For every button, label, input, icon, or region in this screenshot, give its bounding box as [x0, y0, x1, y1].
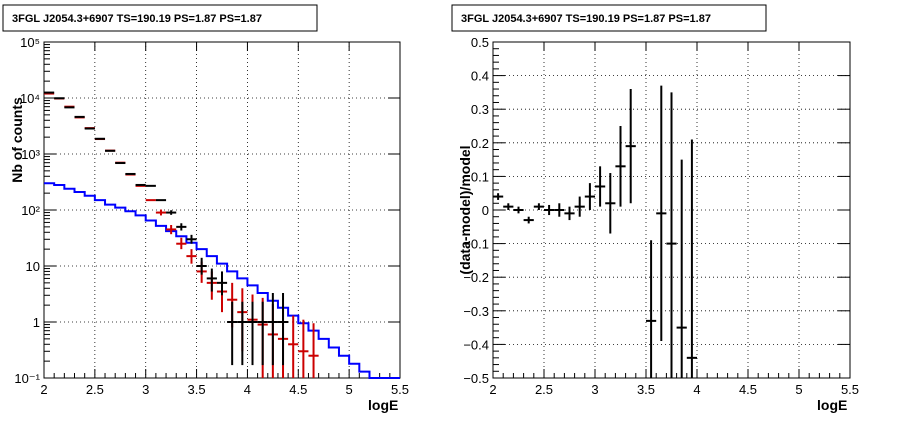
right-y-tick-label: 0.2 [471, 136, 489, 151]
left-y-tick-label: 10 [26, 259, 40, 274]
left-series [44, 91, 400, 379]
right-x-tick-label: 4 [693, 382, 700, 397]
left-x-tick-label: 2 [40, 382, 47, 397]
right-x-axis-title: logE [817, 397, 847, 413]
left-x-tick-label: 4 [244, 382, 251, 397]
left-title-box: 3FGL J2054.3+6907 TS=190.19 PS=1.87 PS=1… [2, 4, 318, 32]
right-x-tick-label: 2 [489, 382, 496, 397]
right-y-tick-label: 0.4 [471, 69, 489, 84]
right-y-tick-label: −0.2 [463, 270, 489, 285]
left-panel: 3FGL J2054.3+6907 TS=190.19 PS=1.87 PS=1… [2, 4, 409, 413]
right-y-tick-label: −0.3 [463, 304, 489, 319]
left-grid [44, 42, 400, 378]
left-y-tick-label: 10³ [21, 147, 40, 162]
right-y-tick-label: 0 [482, 203, 489, 218]
right-y-tick-label: 0.5 [471, 35, 489, 50]
right-grid [493, 42, 850, 378]
left-x-tick-label: 5.5 [391, 382, 409, 397]
left-plot-title: 3FGL J2054.3+6907 TS=190.19 PS=1.87 PS=1… [12, 13, 262, 25]
right-panel: 3FGL J2054.3+6907 TS=190.19 PS=1.87 PS=1… [451, 4, 859, 413]
right-y-axis-title: (data-model)/model [457, 145, 473, 274]
right-y-tick-label: −0.1 [463, 237, 489, 252]
right-series [493, 85, 697, 378]
left-plot-frame [43, 41, 401, 379]
left-y-tick-label: 1 [33, 315, 40, 330]
right-title-box: 3FGL J2054.3+6907 TS=190.19 PS=1.87 PS=1… [451, 4, 767, 32]
right-y-tick-label: 0.3 [471, 102, 489, 117]
right-y-tick-label: −0.5 [463, 371, 489, 386]
right-ticks: 2 2.5 3 3.5 4 4.5 5 5.5 −0.5 −0.4 −0.3 −0.2 −0.1 0 0.1… [463, 35, 859, 397]
right-plot-title: 3FGL J2054.3+6907 TS=190.19 PS=1.87 PS=1… [461, 13, 711, 25]
left-x-tick-label: 2.5 [86, 382, 104, 397]
left-ticks: 2 2.5 3 3.5 4 4.5 5 5.5 10⁻¹ 1 10 10² 10³ 10⁴ 10⁵ [14, 35, 409, 397]
left-y-tick-label: 10⁴ [20, 91, 40, 106]
left-x-tick-label: 3.5 [188, 382, 206, 397]
right-y-tick-label: 0.1 [471, 169, 489, 184]
left-y-tick-label: 10⁻¹ [14, 371, 40, 386]
left-x-tick-label: 5 [346, 382, 353, 397]
right-x-tick-label: 2.5 [535, 382, 553, 397]
right-x-tick-label: 5.5 [841, 382, 859, 397]
right-x-tick-label: 3 [591, 382, 598, 397]
left-x-axis-title: logE [368, 397, 398, 413]
left-x-tick-label: 4.5 [289, 382, 307, 397]
left-x-tick-label: 3 [142, 382, 149, 397]
left-y-axis-title: Nb of counts [9, 97, 25, 183]
left-model-step-line [44, 182, 400, 379]
right-x-tick-label: 3.5 [637, 382, 655, 397]
right-y-tick-label: −0.4 [463, 337, 489, 352]
right-x-tick-label: 4.5 [739, 382, 757, 397]
left-y-tick-label: 10² [21, 203, 40, 218]
right-x-tick-label: 5 [795, 382, 802, 397]
left-y-tick-label: 10⁵ [20, 35, 40, 50]
